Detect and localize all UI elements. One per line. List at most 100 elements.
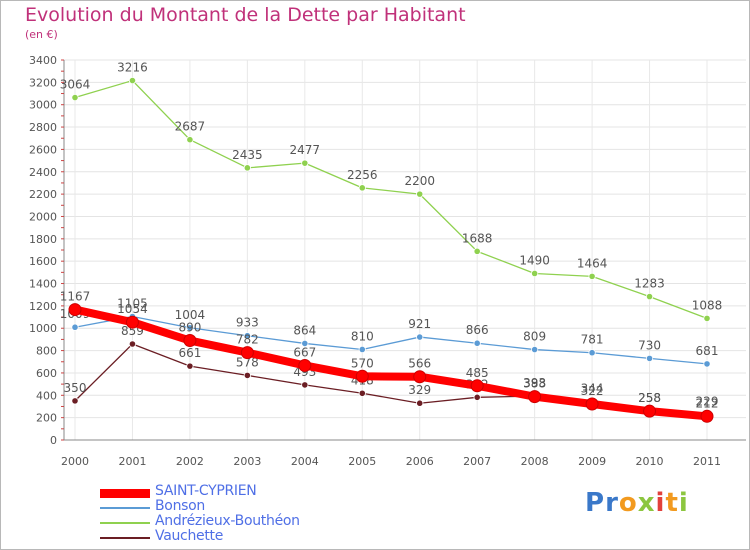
legend-label: Andrézieux-Bouthéon: [155, 513, 300, 529]
data-label: 1088: [692, 298, 723, 312]
data-point: [588, 349, 596, 357]
logo-letter: i: [678, 488, 689, 518]
y-tick-label: 3200: [29, 76, 57, 89]
data-point: [700, 409, 714, 423]
data-point: [243, 332, 251, 340]
data-label: 1105: [117, 297, 148, 311]
chart-subtitle: (en €): [25, 28, 58, 41]
x-tick-label: 2000: [61, 455, 89, 468]
data-label: 570: [351, 356, 374, 370]
x-tick-label: 2009: [578, 455, 606, 468]
data-point: [128, 340, 137, 348]
data-point: [358, 184, 366, 192]
x-tick-label: 2010: [636, 455, 664, 468]
y-tick-label: 600: [36, 367, 57, 380]
y-tick-label: 3400: [29, 54, 57, 67]
y-tick-label: 1000: [29, 322, 57, 335]
x-tick-label: 2011: [693, 455, 721, 468]
data-label: 1004: [175, 308, 206, 322]
data-label: 921: [408, 317, 431, 331]
y-tick-label: 400: [36, 389, 57, 402]
data-point: [186, 136, 194, 144]
data-label: 3216: [117, 61, 148, 75]
y-tick-label: 2800: [29, 121, 57, 134]
data-point: [416, 190, 424, 198]
legend-label: Bonson: [155, 498, 205, 514]
y-tick-label: 2600: [29, 143, 57, 156]
x-tick-label: 2003: [233, 455, 261, 468]
logo-letter: P: [585, 488, 606, 518]
x-tick-label: 2002: [176, 455, 204, 468]
y-tick-label: 1200: [29, 300, 57, 313]
data-point: [531, 345, 539, 354]
data-point: [71, 93, 79, 102]
proxiti-logo: Proxiti: [585, 488, 689, 518]
data-label: 810: [351, 329, 374, 343]
data-point: [473, 247, 481, 255]
data-label: 933: [236, 316, 259, 330]
legend-swatch: [100, 522, 150, 524]
y-tick-label: 3000: [29, 99, 57, 112]
chart-title: Evolution du Montant de la Dette par Hab…: [25, 4, 466, 26]
data-label: 229: [696, 394, 719, 408]
x-tick-label: 2008: [521, 455, 549, 468]
y-tick-label: 1800: [29, 233, 57, 246]
data-label: 661: [178, 346, 201, 360]
x-tick-label: 2001: [118, 455, 146, 468]
y-tick-label: 1400: [29, 278, 57, 291]
logo-letter: o: [618, 488, 638, 518]
data-label: 681: [696, 344, 719, 358]
data-point: [71, 397, 79, 405]
data-point: [643, 404, 657, 418]
data-label: 322: [581, 384, 604, 398]
data-label: 485: [466, 366, 489, 380]
data-point: [71, 323, 79, 331]
logo-letter: r: [605, 488, 619, 518]
data-point: [355, 369, 369, 383]
data-label: 566: [408, 357, 431, 371]
data-point: [531, 269, 539, 278]
data-label: 2687: [175, 120, 206, 134]
data-point: [183, 334, 197, 348]
data-label: 3064: [60, 78, 91, 92]
plot-area: [64, 60, 746, 440]
data-label: 344: [581, 382, 604, 396]
data-point: [358, 389, 366, 397]
data-point: [470, 379, 484, 393]
series-line-saint-cyprien: [71, 305, 711, 421]
data-point: [298, 358, 312, 372]
data-point: [243, 371, 251, 379]
data-point: [645, 354, 654, 363]
y-tick-label: 2400: [29, 166, 57, 179]
data-point: [528, 390, 542, 404]
data-label: 350: [64, 381, 87, 395]
data-point: [186, 324, 194, 332]
legend-swatch: [100, 537, 150, 539]
series-line-bonson: [74, 315, 708, 365]
data-point: [473, 339, 481, 347]
data-point: [125, 315, 139, 329]
data-point: [473, 393, 481, 401]
x-tick-label: 2007: [463, 455, 491, 468]
data-point: [186, 362, 194, 370]
y-tick-label: 2000: [29, 210, 57, 223]
legend-label: SAINT-CYPRIEN: [155, 483, 257, 499]
x-tick-label: 2005: [348, 455, 376, 468]
data-label: 1688: [462, 231, 493, 245]
data-label: 730: [638, 338, 661, 352]
data-label: 809: [523, 330, 546, 344]
data-point: [588, 272, 596, 280]
legend-swatch: [100, 507, 150, 509]
x-tick-label: 2004: [291, 455, 319, 468]
data-point: [240, 346, 254, 360]
data-point: [358, 345, 366, 354]
logo-letter: x: [637, 488, 656, 518]
data-label: 258: [638, 391, 661, 405]
series-line-andr-zieux-bouth-on: [74, 79, 708, 320]
data-point: [416, 399, 424, 407]
data-point: [301, 159, 309, 167]
data-label: 866: [466, 323, 489, 337]
data-label: 329: [408, 383, 431, 397]
data-point: [585, 397, 599, 411]
